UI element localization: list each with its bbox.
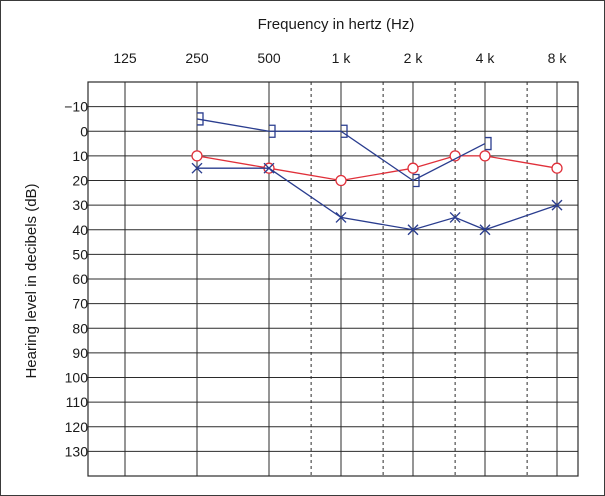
circle-data-point xyxy=(551,162,563,174)
bracket-data-point xyxy=(269,124,276,138)
y-tick-label: 20 xyxy=(72,173,88,189)
series-layer xyxy=(191,112,563,236)
x-tick-label: 8 k xyxy=(548,50,568,66)
x-tick-label: 1 k xyxy=(332,50,352,66)
y-tick-label: −10 xyxy=(64,99,88,115)
y-tick-label: 50 xyxy=(72,246,88,262)
y-tick-label: 10 xyxy=(72,148,88,164)
y-tick-label: 80 xyxy=(72,320,88,336)
circle-data-point xyxy=(479,150,491,162)
y-tick-label: 30 xyxy=(72,197,88,213)
chart-title: Frequency in hertz (Hz) xyxy=(258,16,415,33)
circle-data-point xyxy=(335,174,347,187)
bracket-data-point xyxy=(413,173,420,188)
bracket-series-line xyxy=(196,118,486,182)
circle-data-point xyxy=(191,150,203,162)
x-tick-label: 250 xyxy=(185,50,209,66)
cross-data-point xyxy=(449,211,461,223)
y-tick-label: 100 xyxy=(65,370,89,386)
x-tick-label: 2 k xyxy=(404,50,424,66)
x-tick-label: 4 k xyxy=(476,50,496,66)
cross-data-point xyxy=(263,162,275,174)
plot-grid xyxy=(87,81,579,477)
y-axis-label: Hearing level in decibels (dB) xyxy=(23,183,40,378)
cross-series-line xyxy=(197,167,558,231)
circle-data-point xyxy=(407,162,419,174)
y-tick-label: 40 xyxy=(72,222,88,238)
y-tick-label: 60 xyxy=(72,271,88,287)
y-tick-label: 90 xyxy=(72,345,88,361)
x-tick-label: 500 xyxy=(257,50,281,66)
cross-data-point xyxy=(407,224,419,236)
y-axis-ticks: −10 0 10 20 30 40 50 60 70 80 90 100 110 120 130 xyxy=(64,99,88,460)
cross-data-point xyxy=(191,162,203,174)
y-tick-label: 120 xyxy=(65,419,89,435)
cross-data-point xyxy=(479,224,491,236)
bracket-data-point xyxy=(485,136,492,151)
y-tick-label: 110 xyxy=(66,394,89,410)
cross-data-point xyxy=(551,199,563,211)
y-tick-label: 70 xyxy=(72,296,88,312)
y-tick-label: 0 xyxy=(80,123,88,139)
bracket-data-point xyxy=(197,112,204,126)
cross-data-point xyxy=(335,211,347,223)
y-tick-label: 130 xyxy=(65,443,89,459)
x-axis-ticks: 125 250 500 1 k 2 k 4 k 8 k xyxy=(113,50,567,66)
x-tick-label: 125 xyxy=(113,50,137,66)
bracket-data-point xyxy=(341,124,348,138)
